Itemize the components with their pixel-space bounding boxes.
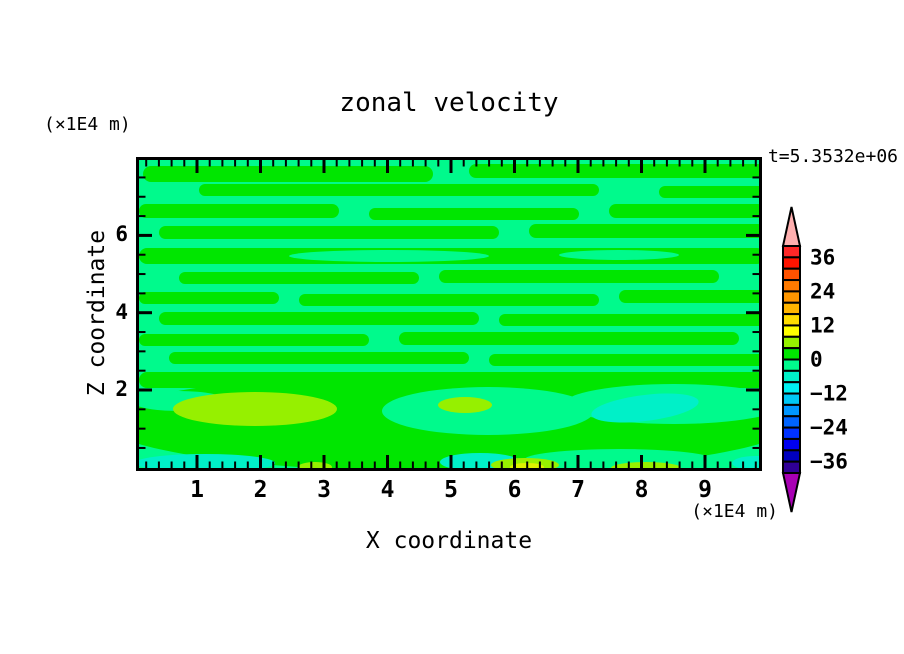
colorbar-segment (782, 381, 801, 395)
x-axis-unit-label: (×1E4 m) (691, 501, 778, 522)
colorbar-segment (782, 290, 801, 304)
colorbar-segment (782, 392, 801, 406)
x-axis-title: X coordinate (365, 528, 533, 554)
colorbar: 36 24 12 0 −12 −24 −36 (781, 206, 848, 513)
contour-feature (289, 250, 489, 262)
colorbar-segment (782, 256, 801, 270)
colorbar-segment (782, 245, 801, 259)
contour-streak (143, 166, 433, 182)
colorbar-segment (782, 437, 801, 452)
x-tick-label: 9 (698, 477, 712, 503)
plot-title: zonal velocity (339, 88, 559, 118)
contour-feature (173, 392, 337, 426)
contour-streak (529, 224, 759, 238)
y-tick-label: 4 (115, 299, 128, 324)
colorbar-tick-label: −12 (810, 382, 848, 406)
colorbar-segment (782, 449, 801, 463)
colorbar-tick-label: −24 (810, 416, 848, 440)
colorbar-segment (782, 335, 801, 350)
colorbar-arrow-up (781, 206, 802, 247)
x-tick-label: 3 (317, 477, 331, 503)
contour-streak (499, 314, 759, 326)
colorbar-segment (782, 347, 801, 361)
contour-streak (169, 352, 469, 364)
contour-streak (659, 186, 759, 198)
x-tick-label: 4 (380, 477, 395, 503)
colorbar-segment (782, 369, 801, 384)
contour-streak (179, 272, 419, 284)
contour-feature (732, 456, 759, 468)
contour-streak (439, 270, 719, 283)
contour-feature (139, 454, 275, 468)
contour-feature (382, 387, 594, 435)
contour-streak (199, 184, 599, 196)
colorbar-segment (782, 358, 801, 372)
colorbar-segment (782, 426, 801, 440)
colorbar-segment (782, 301, 801, 316)
contour-streak (619, 290, 759, 303)
x-tick-label: 6 (507, 477, 522, 503)
contour-streak (469, 164, 759, 178)
contour-feature (591, 393, 699, 423)
y-tick-label: 2 (115, 377, 128, 401)
x-tick-label: 7 (571, 477, 585, 503)
x-tick-label: 5 (444, 477, 458, 503)
colorbar-arrow-down (781, 472, 802, 513)
contour-streak (399, 332, 739, 345)
x-tick-label: 1 (190, 477, 204, 503)
contour-feature (438, 397, 492, 413)
contour-streak (609, 204, 759, 218)
x-tick-label: 8 (634, 477, 649, 503)
colorbar-segment (782, 403, 801, 418)
colorbar-segment (782, 267, 801, 282)
colorbar-segment (782, 279, 801, 293)
contour-streak (139, 334, 369, 346)
colorbar-tick-label: −36 (810, 450, 848, 474)
colorbar-tick-label: 0 (810, 348, 823, 372)
colorbar-tick-label: 12 (810, 313, 835, 337)
colorbar-segment (782, 415, 801, 429)
colorbar-tick-label: 36 (810, 245, 835, 269)
contour-streak (159, 226, 499, 239)
time-annotation: t=5.3532e+06 (767, 146, 898, 167)
plot-area (136, 157, 762, 471)
y-axis-unit-label: (×1E4 m) (44, 114, 131, 135)
colorbar-segment (782, 313, 801, 327)
contour-feature (559, 250, 679, 260)
contour-streak (139, 204, 339, 218)
colorbar-segment (782, 460, 801, 474)
colorbar-segment (782, 324, 801, 338)
contour-streak (139, 292, 279, 304)
colorbar-tick-label: 24 (810, 279, 835, 303)
contour-plot (139, 160, 759, 468)
x-tick-label: 2 (253, 477, 268, 503)
contour-streak (369, 208, 579, 220)
contour-streak (489, 354, 759, 366)
y-tick-label: 6 (115, 222, 128, 247)
contour-streak (159, 312, 479, 325)
contour-streak (299, 294, 599, 306)
